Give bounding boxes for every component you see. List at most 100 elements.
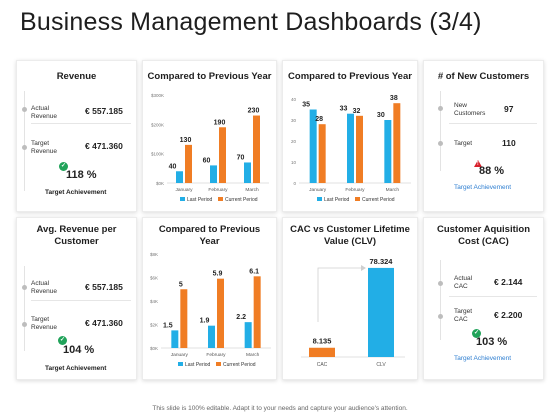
data-label: 40 xyxy=(169,163,177,170)
bar-last-period xyxy=(244,322,252,348)
cac-card: Customer Aquisition Cost (CAC) Actual CAC … xyxy=(423,217,544,380)
bar-current-period xyxy=(180,289,188,348)
y-tick-label: $100K xyxy=(151,152,164,157)
x-tick-label: January xyxy=(171,352,189,358)
chart-title: Compared to Previous Year xyxy=(288,71,412,82)
warning-icon: ! xyxy=(474,160,482,167)
x-tick-label: March xyxy=(246,352,260,358)
actual-revenue-label: Actual Revenue xyxy=(31,280,58,295)
bar-clv xyxy=(368,267,394,357)
achievement-percent: 88 % xyxy=(479,165,505,177)
y-tick-label: $8K xyxy=(150,252,158,257)
data-label: 38 xyxy=(390,95,398,102)
actual-dot xyxy=(22,285,27,290)
legend-label: Current Period xyxy=(223,362,256,368)
target-dot xyxy=(438,141,443,146)
data-label: 2.2 xyxy=(236,314,246,321)
data-label: 30 xyxy=(377,112,385,119)
bar-current-period xyxy=(318,124,326,183)
actual-revenue-label: Actual Revenue xyxy=(31,105,58,120)
data-label: 230 xyxy=(248,108,260,115)
data-label: 1.9 xyxy=(200,318,210,325)
x-tick-label: January xyxy=(309,187,327,193)
check-icon: ✓ xyxy=(58,336,67,345)
actual-dot xyxy=(438,281,443,286)
check-icon: ✓ xyxy=(59,162,68,171)
x-tick-label: February xyxy=(206,352,226,358)
y-tick-label: 30 xyxy=(291,118,297,123)
arrow-icon xyxy=(361,265,366,271)
x-tick-label: March xyxy=(386,187,400,193)
target-revenue-value: € 471.360 xyxy=(85,141,123,151)
bar-last-period xyxy=(347,113,354,183)
legend-swatch xyxy=(317,197,322,201)
clv-card: CAC vs Customer Lifetime Value (CLV) 8.13… xyxy=(282,217,418,380)
timeline-line xyxy=(440,91,441,171)
x-tick-label: January xyxy=(175,187,193,193)
achievement-label: Target Achievement xyxy=(45,365,107,372)
target-dot xyxy=(22,322,27,327)
actual-revenue-value: € 557.185 xyxy=(85,106,123,116)
bar-last-period xyxy=(208,325,215,348)
avg-revenue-card: Avg. Revenue per Customer Actual Revenue €… xyxy=(16,217,137,380)
new-customers-card: # of New Customers New Customers 97 Targe… xyxy=(423,60,544,212)
data-label: 28 xyxy=(315,116,323,123)
new-customers-title: # of New Customers xyxy=(437,71,530,82)
bar-current-period xyxy=(185,144,192,183)
data-label: 6.1 xyxy=(249,268,259,275)
timeline-line xyxy=(24,266,25,351)
target-label: Target xyxy=(454,140,473,147)
y-tick-label: $6K xyxy=(150,276,158,281)
target-revenue-label: Target Revenue xyxy=(31,140,58,155)
compare-card-3: Compared to Previous Year $0K $2K $4K $6K $8K… xyxy=(142,217,277,380)
legend-label: Current Period xyxy=(225,197,258,203)
y-tick-label: 40 xyxy=(291,97,297,102)
x-tick-label: CAC xyxy=(317,362,328,368)
row-divider xyxy=(449,123,537,124)
data-label: 1.5 xyxy=(163,322,173,329)
legend-label: Current Period xyxy=(362,197,395,203)
legend-swatch xyxy=(178,362,183,366)
x-tick-label: CLV xyxy=(376,362,386,368)
y-tick-label: 10 xyxy=(291,160,297,165)
achievement-percent: 118 % xyxy=(66,169,97,181)
bar-current-period xyxy=(253,115,260,183)
connector-line xyxy=(317,267,361,322)
compare-chart-2: 0 10 20 30 40 35 28 January 33 32 February 30 38 Marc… xyxy=(291,95,411,203)
bar-last-period xyxy=(171,330,179,348)
chart-title: Compared to Previous Year xyxy=(147,71,272,82)
bar-current-period xyxy=(393,103,401,183)
revenue-title: Revenue xyxy=(56,71,97,82)
data-label: 32 xyxy=(353,108,361,115)
data-label: 78.324 xyxy=(370,257,394,266)
legend-label: Last Period xyxy=(187,197,213,203)
bar-current-period xyxy=(217,278,224,348)
actual-cac-label: Actual CAC xyxy=(454,275,473,290)
achievement-label: Target Achievement xyxy=(45,189,107,196)
bar-cac xyxy=(309,347,335,357)
legend-label: Last Period xyxy=(185,362,211,368)
data-label: 5 xyxy=(179,281,183,288)
data-label: 33 xyxy=(340,106,348,113)
row-divider xyxy=(31,300,131,301)
y-tick-label: $0K xyxy=(150,346,158,351)
actual-revenue-value: € 557.185 xyxy=(85,282,123,292)
data-label: 8.135 xyxy=(313,337,332,346)
compare-card-2: Compared to Previous Year 0 10 20 30 40 35 28 J… xyxy=(282,60,418,212)
target-cac-label: Target CAC xyxy=(454,308,473,323)
x-tick-label: February xyxy=(345,187,365,193)
y-tick-label: $0K xyxy=(156,181,164,186)
compare-card-1: Compared to Previous Year $0K $100K $200K $… xyxy=(142,60,277,212)
chart-title: Compared to Previous Year xyxy=(158,224,261,247)
bar-last-period xyxy=(210,165,217,183)
y-tick-label: $2K xyxy=(150,323,158,328)
target-dot xyxy=(22,145,27,150)
data-label: 190 xyxy=(214,119,226,126)
y-tick-label: $200K xyxy=(151,122,164,127)
timeline-line xyxy=(440,260,441,340)
avg-revenue-title: Avg. Revenue per Customer xyxy=(36,224,117,247)
timeline-line xyxy=(24,91,25,191)
target-revenue-value: € 471.360 xyxy=(85,318,123,328)
data-label: 60 xyxy=(203,157,211,164)
bar-current-period xyxy=(253,276,261,348)
